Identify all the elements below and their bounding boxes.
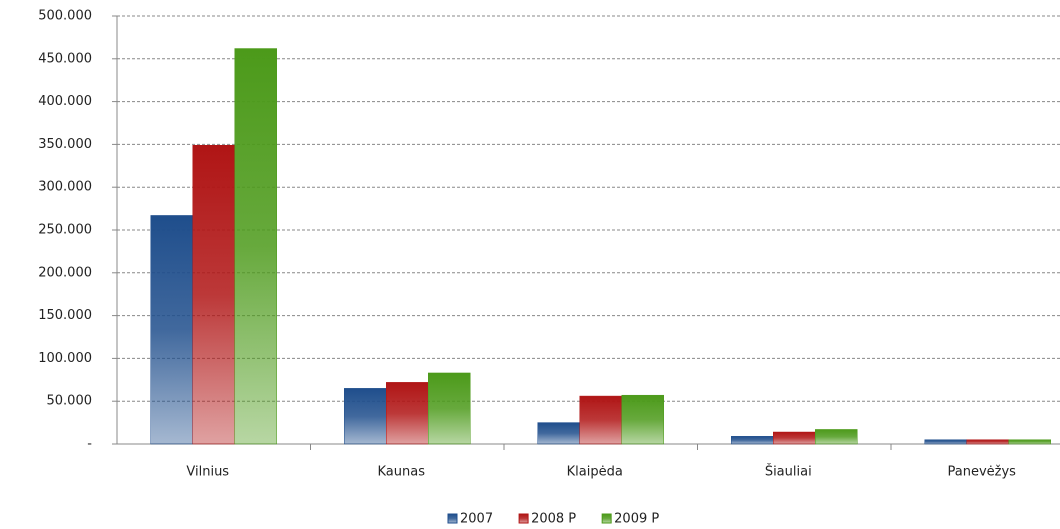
bar <box>924 439 967 445</box>
x-tick-label: Vilnius <box>186 465 229 480</box>
x-tick-label: Šiauliai <box>765 464 812 480</box>
bar <box>773 431 816 445</box>
y-tick-label: 250.000 <box>38 223 92 238</box>
bar <box>1008 439 1051 445</box>
bar <box>966 439 1009 445</box>
y-tick-label: - <box>87 437 92 452</box>
x-tick-label: Panevėžys <box>948 465 1017 480</box>
y-tick-label: 450.000 <box>38 51 92 66</box>
legend-label: 2008 P <box>531 512 576 527</box>
bar <box>344 388 387 445</box>
bar <box>192 145 235 445</box>
legend-swatch <box>601 513 612 524</box>
y-tick-label: 50.000 <box>47 394 93 409</box>
bar <box>428 372 471 445</box>
bar <box>537 422 580 445</box>
y-tick-label: 100.000 <box>38 351 92 366</box>
legend-label: 2007 <box>460 512 493 527</box>
bar <box>234 48 277 445</box>
y-tick-label: 350.000 <box>38 137 92 152</box>
legend-label: 2009 P <box>614 512 659 527</box>
y-tick-label: 400.000 <box>38 94 92 109</box>
bar <box>150 215 193 445</box>
y-tick-label: 200.000 <box>38 265 92 280</box>
legend-swatch <box>518 513 529 524</box>
x-tick-label: Klaipėda <box>567 465 623 480</box>
y-tick-label: 300.000 <box>38 180 92 195</box>
bar <box>815 429 858 445</box>
x-tick-label: Kaunas <box>378 465 426 480</box>
legend-swatch <box>447 513 458 524</box>
bar <box>579 395 622 445</box>
bar <box>386 382 429 445</box>
y-tick-label: 150.000 <box>38 308 92 323</box>
bar <box>731 436 774 445</box>
y-tick-label: 500.000 <box>38 9 92 24</box>
bar <box>621 394 664 445</box>
